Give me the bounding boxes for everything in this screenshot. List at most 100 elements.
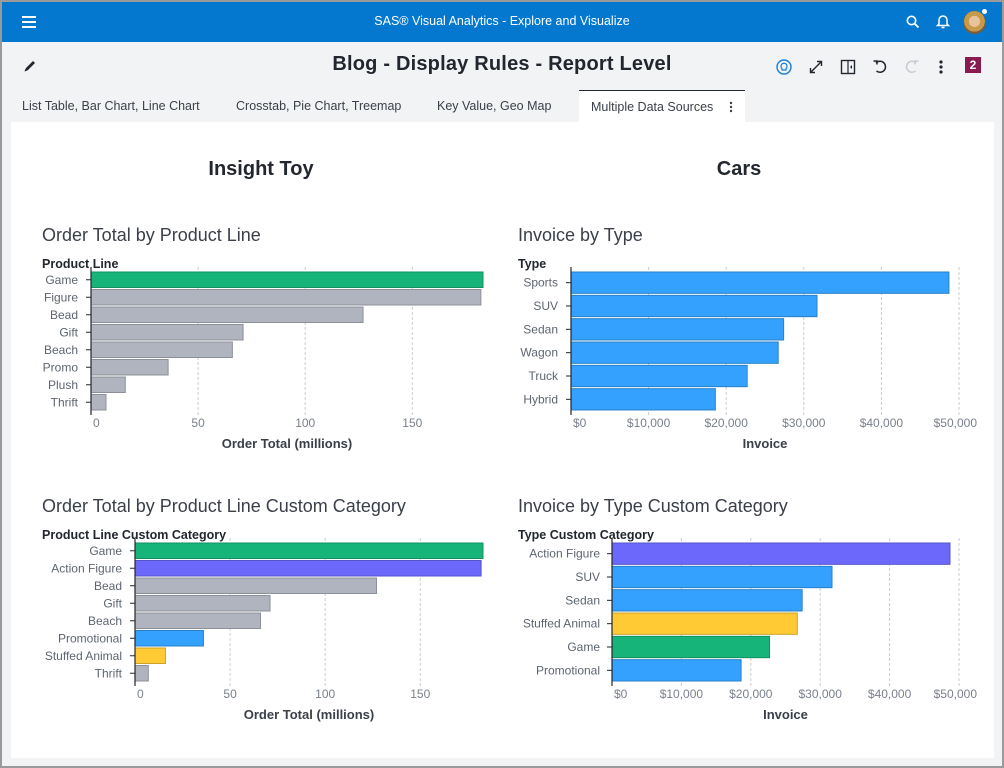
value-axis-title: Order Total (millions)	[221, 436, 353, 451]
bar[interactable]	[90, 341, 233, 358]
category-label: Beach	[44, 343, 78, 357]
value-tick-label: $50,000	[934, 687, 978, 701]
bar[interactable]	[134, 612, 262, 629]
category-label: Sedan	[523, 322, 558, 336]
chart-invoice-by-type[interactable]: Invoice by Type Type Sports SUV Sedan Wagon…	[518, 225, 978, 455]
chart-title: Invoice by Type	[518, 225, 643, 245]
bar[interactable]	[134, 665, 149, 682]
lightbulb-icon[interactable]	[776, 59, 792, 75]
report-title: Blog - Display Rules - Report Level	[332, 53, 672, 75]
bar[interactable]	[90, 271, 484, 288]
pane-toggle-icon[interactable]	[840, 59, 856, 75]
category-axis-title: Type Custom Category	[518, 528, 654, 542]
value-tick-label: $20,000	[729, 687, 773, 701]
section-title-cars: Cars	[716, 158, 762, 180]
bar[interactable]	[134, 595, 271, 612]
bar[interactable]	[90, 289, 482, 306]
category-label: SUV	[575, 570, 600, 584]
category-label: Sedan	[565, 593, 600, 607]
chart-title: Order Total by Product Line Custom Categ…	[42, 496, 406, 516]
tab-label: Multiple Data Sources	[591, 100, 714, 114]
bar[interactable]	[611, 659, 742, 682]
more-icon[interactable]	[938, 59, 944, 75]
category-label: Game	[567, 640, 600, 654]
chart-order-total-by-product-line-custom-category[interactable]: Order Total by Product Line Custom Categ…	[42, 496, 487, 726]
value-tick-label: 50	[223, 687, 237, 701]
app-bar: SAS® Visual Analytics - Explore and Visu…	[2, 2, 1002, 42]
bell-icon[interactable]	[936, 14, 950, 29]
bar[interactable]	[570, 318, 785, 341]
value-tick-label: 0	[137, 687, 144, 701]
avatar[interactable]	[963, 11, 986, 34]
value-tick-label: 100	[295, 416, 315, 430]
category-label: Hybrid	[523, 392, 558, 406]
value-tick-label: $0	[614, 687, 628, 701]
value-tick-label: 150	[410, 687, 430, 701]
value-tick-label: $40,000	[868, 687, 912, 701]
bar[interactable]	[90, 376, 126, 393]
category-label: Thrift	[95, 666, 123, 680]
bar[interactable]	[611, 635, 771, 659]
notification-badge[interactable]: 2	[965, 57, 981, 73]
bar[interactable]	[134, 542, 484, 559]
section-title-insight-toy: Insight Toy	[208, 158, 314, 180]
edit-icon[interactable]	[23, 59, 37, 73]
tab-key-value[interactable]: Key Value, Geo Map	[437, 99, 552, 113]
bar[interactable]	[611, 612, 798, 635]
value-tick-label: 0	[93, 416, 100, 430]
bar[interactable]	[611, 542, 951, 565]
bar[interactable]	[90, 306, 364, 323]
category-label: Game	[89, 544, 122, 558]
category-label: Game	[45, 273, 78, 287]
tab-crosstab[interactable]: Crosstab, Pie Chart, Treemap	[236, 99, 402, 113]
category-label: Bead	[50, 308, 78, 322]
category-label: Stuffed Animal	[523, 617, 600, 631]
category-label: Thrift	[51, 395, 79, 409]
bar[interactable]	[570, 341, 779, 364]
value-tick-label: $40,000	[860, 416, 904, 430]
tab-list-table[interactable]: List Table, Bar Chart, Line Chart	[22, 99, 200, 113]
bar[interactable]	[90, 359, 169, 376]
chart-order-total-by-product-line[interactable]: Order Total by Product Line Product Line…	[42, 225, 487, 455]
bar[interactable]	[134, 560, 482, 577]
category-label: Stuffed Animal	[45, 649, 122, 663]
category-label: Bead	[94, 579, 122, 593]
category-label: SUV	[533, 299, 558, 313]
value-axis-title: Invoice	[742, 436, 788, 451]
chart-invoice-by-type-custom-category[interactable]: Invoice by Type Custom Category Type Cus…	[518, 496, 978, 726]
bar[interactable]	[570, 388, 716, 411]
undo-icon[interactable]	[872, 59, 888, 75]
value-tick-label: $10,000	[627, 416, 671, 430]
bar[interactable]	[611, 565, 833, 589]
menu-icon[interactable]	[22, 15, 38, 29]
value-tick-label: $30,000	[799, 687, 843, 701]
redo-icon[interactable]	[904, 59, 920, 75]
bar[interactable]	[570, 364, 748, 388]
value-tick-label: $0	[573, 416, 587, 430]
bar[interactable]	[570, 294, 818, 318]
value-tick-label: $50,000	[934, 416, 978, 430]
bar[interactable]	[134, 647, 166, 664]
bar[interactable]	[570, 271, 950, 294]
bar-plot: Action Figure SUV Sedan Stuffed Animal Game P…	[523, 538, 978, 701]
category-label: Sports	[523, 276, 558, 290]
category-label: Plush	[48, 378, 78, 392]
bar[interactable]	[134, 577, 378, 594]
bar[interactable]	[90, 324, 244, 341]
category-label: Action Figure	[51, 561, 122, 575]
value-tick-label: $20,000	[705, 416, 749, 430]
chart-title: Order Total by Product Line	[42, 225, 261, 245]
bar[interactable]	[611, 589, 803, 612]
bar[interactable]	[134, 630, 204, 647]
category-label: Promo	[43, 360, 79, 374]
value-tick-label: 50	[191, 416, 205, 430]
app-title: SAS® Visual Analytics - Explore and Visu…	[374, 14, 630, 28]
category-axis-title: Type	[518, 257, 547, 271]
category-label: Promotional	[536, 663, 600, 677]
tab-more-icon[interactable]	[729, 101, 733, 113]
tab-multiple-data-sources[interactable]: Multiple Data Sources	[579, 90, 745, 122]
search-icon[interactable]	[906, 15, 920, 29]
bar[interactable]	[90, 394, 107, 411]
expand-icon[interactable]	[808, 59, 824, 75]
